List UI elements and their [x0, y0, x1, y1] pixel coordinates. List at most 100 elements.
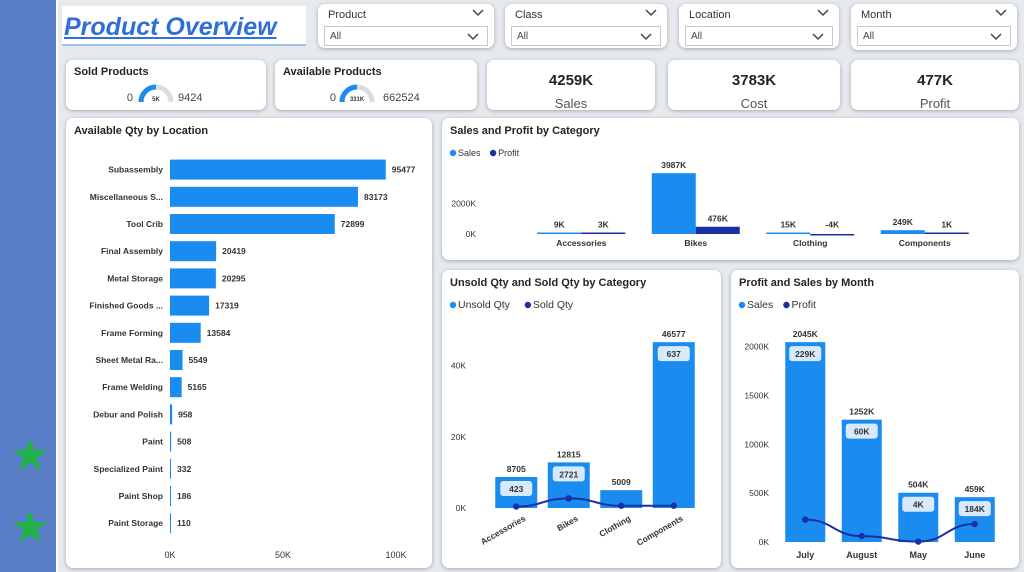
line-point: [915, 538, 922, 545]
category-label: Subassembly: [108, 165, 163, 175]
chevron-down-icon[interactable]: [645, 9, 657, 17]
bar: [651, 173, 696, 234]
line-series: [805, 518, 975, 543]
data-label: 12815: [557, 449, 581, 459]
sidebar: [0, 0, 58, 572]
profit-sales-month-card: Profit and Sales by Month Sales Profit 0K 5…: [731, 270, 1019, 568]
category-label: Specialized Paint: [94, 464, 164, 474]
data-label: 5009: [612, 477, 631, 487]
category-label: May: [909, 550, 927, 560]
unsold-sold-category-chart: Unsold Qty Sold Qty 0K 20K 40K 8705 423 Accesso…: [449, 299, 695, 548]
qty-by-location-card: Available Qty by Location Subassembly 954…: [66, 118, 432, 568]
page-title-box: Product Overview: [62, 6, 306, 46]
bar: [170, 404, 173, 425]
line-label: 2721: [559, 469, 578, 479]
x-tick-label: 100K: [385, 550, 406, 560]
category-label: Paint: [142, 437, 163, 447]
data-label: 476K: [708, 214, 729, 224]
slicer-location[interactable]: Location All: [679, 4, 839, 48]
category-label: Miscellaneous S...: [90, 192, 163, 202]
gauge-min: 0: [126, 92, 133, 104]
page-title: Product Overview: [64, 13, 277, 41]
y-tick-label: 2000K: [744, 342, 769, 352]
category-label: Paint Shop: [119, 491, 163, 501]
line-series: [516, 497, 674, 508]
y-tick-label: 0K: [759, 537, 770, 547]
slicer-dropdown[interactable]: All: [857, 26, 1011, 46]
data-label: 110: [177, 518, 191, 528]
legend-marker: [783, 301, 790, 309]
y-tick-label: 1500K: [744, 390, 769, 400]
line-label-box: [902, 496, 935, 512]
slicer-dropdown[interactable]: All: [324, 26, 488, 46]
qty-by-location-chart: Subassembly 95477 Miscellaneous S... 83173 T…: [89, 159, 416, 560]
bar: [170, 159, 386, 180]
chevron-down-icon[interactable]: [817, 9, 829, 17]
data-label: 17319: [215, 301, 239, 311]
kpi-label: Available Products: [283, 66, 382, 78]
line-label: 4K: [913, 500, 925, 510]
slicer-month[interactable]: Month All: [851, 4, 1017, 50]
slicer-label: Product: [328, 9, 366, 21]
kpi-label: Sold Products: [74, 66, 149, 78]
data-label: 249K: [893, 217, 914, 227]
slicer-product[interactable]: Product All: [318, 4, 494, 48]
legend-label: Sales: [458, 148, 481, 158]
category-label: Frame Forming: [101, 328, 163, 338]
chevron-down-icon[interactable]: [812, 33, 824, 41]
y-tick-label: 0K: [466, 229, 477, 239]
legend-label: Sold Qty: [533, 299, 574, 311]
legend-marker: [489, 149, 497, 157]
data-label: 1K: [941, 220, 953, 230]
line-label-box: [500, 481, 533, 497]
data-label: 20295: [222, 273, 246, 283]
category-label: July: [796, 550, 814, 560]
star-icon[interactable]: [12, 509, 48, 545]
category-label: Tool Crib: [126, 219, 163, 229]
data-label: 958: [178, 409, 192, 419]
category-label: Bikes: [684, 238, 707, 248]
sales-profit-category-card: Sales and Profit by Category Sales Profit…: [442, 118, 1019, 260]
gauge-chart: 5K: [138, 84, 174, 103]
category-label: Paint Storage: [108, 518, 163, 528]
gauge-min: 0: [329, 92, 336, 104]
x-tick-label: 0K: [164, 550, 175, 560]
line-label-box: [958, 501, 991, 517]
data-label: 20419: [222, 246, 246, 256]
slicer-dropdown[interactable]: All: [511, 26, 661, 46]
category-label: June: [964, 550, 985, 560]
line-point: [565, 495, 572, 502]
cost-card: 3783K Cost: [668, 60, 840, 111]
star-icon[interactable]: [12, 437, 48, 473]
category-label: Bikes: [555, 513, 580, 533]
chevron-down-icon[interactable]: [640, 33, 652, 41]
bar: [170, 214, 335, 234]
category-label: Frame Welding: [102, 382, 163, 392]
chevron-down-icon[interactable]: [467, 33, 479, 41]
chevron-down-icon[interactable]: [995, 9, 1007, 17]
y-tick-label: 20K: [451, 432, 466, 442]
chevron-down-icon[interactable]: [990, 33, 1002, 41]
data-label: 332: [177, 464, 191, 474]
line-label-box: [657, 346, 690, 362]
data-label: 3K: [598, 220, 610, 230]
category-label: August: [846, 550, 877, 560]
bar: [170, 186, 358, 207]
bar: [170, 350, 183, 370]
gauge-max: 9424: [178, 92, 203, 104]
legend-marker: [524, 301, 532, 309]
data-label: 13584: [207, 328, 231, 338]
y-tick-label: 1000K: [744, 439, 769, 449]
sales-value: 4259K: [548, 72, 594, 89]
chart-title: Unsold Qty and Sold Qty by Category: [450, 277, 647, 289]
chevron-down-icon[interactable]: [472, 9, 484, 17]
slicer-value: All: [330, 31, 342, 42]
bar: [600, 490, 643, 508]
line-point: [858, 532, 865, 540]
data-label: 459K: [965, 484, 986, 494]
slicer-label: Location: [689, 9, 731, 21]
slicer-class[interactable]: Class All: [505, 4, 667, 48]
legend-marker: [449, 149, 457, 157]
slicer-dropdown[interactable]: All: [685, 26, 833, 46]
line-label: 637: [667, 349, 681, 359]
